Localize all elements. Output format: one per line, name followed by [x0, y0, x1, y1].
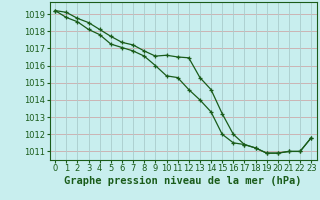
X-axis label: Graphe pression niveau de la mer (hPa): Graphe pression niveau de la mer (hPa)	[64, 176, 302, 186]
